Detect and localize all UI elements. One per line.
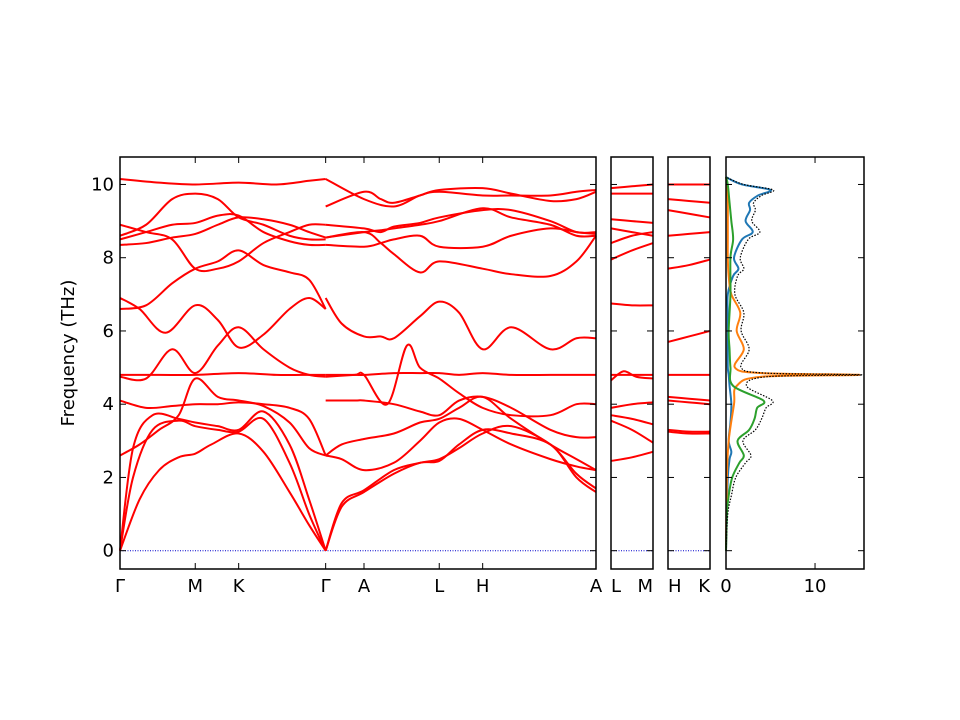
phonon-band — [119, 416, 327, 552]
phonon-band — [610, 218, 654, 224]
phonon-band — [119, 326, 326, 382]
phonon-band — [119, 223, 326, 273]
x-tick-label: M — [637, 576, 653, 597]
band-panel-frame — [119, 156, 597, 570]
phonon-band — [667, 231, 711, 237]
x-tick-label: L — [434, 576, 444, 597]
band-panel-frame — [610, 156, 654, 570]
x-tick-label: Γ — [321, 576, 331, 597]
phonon-band — [610, 231, 654, 245]
x-tick-label: Γ — [115, 576, 125, 597]
y-tick-label: 8 — [103, 248, 114, 269]
x-tick-label: H — [476, 576, 490, 597]
phonon-band — [610, 414, 654, 426]
phonon-band — [325, 395, 597, 471]
x-tick-label: A — [590, 576, 603, 597]
y-tick-label: 0 — [103, 541, 114, 562]
phonon-band — [610, 401, 654, 409]
x-tick-label: K — [233, 576, 246, 597]
phonon-band — [667, 430, 711, 435]
phonon-band — [610, 183, 654, 190]
x-tick-label: 0 — [720, 576, 731, 597]
phonon-band — [610, 242, 654, 261]
y-tick-label: 2 — [103, 467, 114, 488]
dos-curve — [725, 176, 863, 551]
phonon-band — [325, 371, 596, 377]
phonon-band — [325, 178, 597, 208]
phonon-band — [610, 227, 654, 237]
y-axis-label: Frequency (THz) — [58, 280, 79, 427]
phonon-band — [119, 297, 327, 349]
dos-curve — [725, 176, 766, 551]
x-tick-label: A — [358, 576, 371, 597]
phonon-band — [324, 424, 597, 552]
band-panel-frame — [667, 156, 711, 570]
phonon-band — [667, 198, 711, 204]
phonon-band — [325, 343, 597, 418]
phonon-band — [119, 410, 327, 551]
x-tick-label: 10 — [804, 576, 827, 597]
phonon-band — [119, 372, 326, 377]
phonon-band — [119, 432, 327, 552]
phonon-band — [119, 399, 327, 456]
phonon-band — [667, 428, 711, 433]
phonon-band — [610, 302, 654, 307]
dos-panel-frame — [725, 156, 865, 570]
x-tick-label: H — [668, 576, 682, 597]
y-tick-label: 4 — [103, 394, 114, 415]
phonon-band — [667, 258, 711, 270]
y-tick-label: 6 — [103, 321, 114, 342]
phonon-band — [610, 450, 654, 462]
phonon-band — [610, 370, 654, 382]
phonon-band — [325, 186, 597, 208]
phonon-band — [119, 192, 326, 241]
phonon-band — [325, 207, 597, 234]
phonon-band — [325, 417, 597, 472]
phonon-band — [119, 377, 327, 457]
phonon-band — [119, 213, 326, 247]
x-tick-label: M — [187, 576, 203, 597]
phonon-band — [610, 419, 654, 444]
x-tick-label: K — [698, 576, 711, 597]
phonon-band — [325, 231, 597, 278]
phonon-band — [119, 249, 327, 310]
phonon-band — [325, 395, 597, 439]
phonon-band — [667, 209, 711, 219]
phonon-band — [119, 177, 326, 186]
phonon-band — [324, 297, 597, 351]
dos-curve — [725, 177, 861, 551]
y-tick-label: 10 — [91, 174, 114, 195]
phonon-band — [667, 399, 711, 406]
phonon-band — [667, 329, 711, 343]
x-tick-label: L — [611, 576, 621, 597]
dos-curve — [725, 176, 772, 551]
phonon-band — [667, 395, 711, 402]
